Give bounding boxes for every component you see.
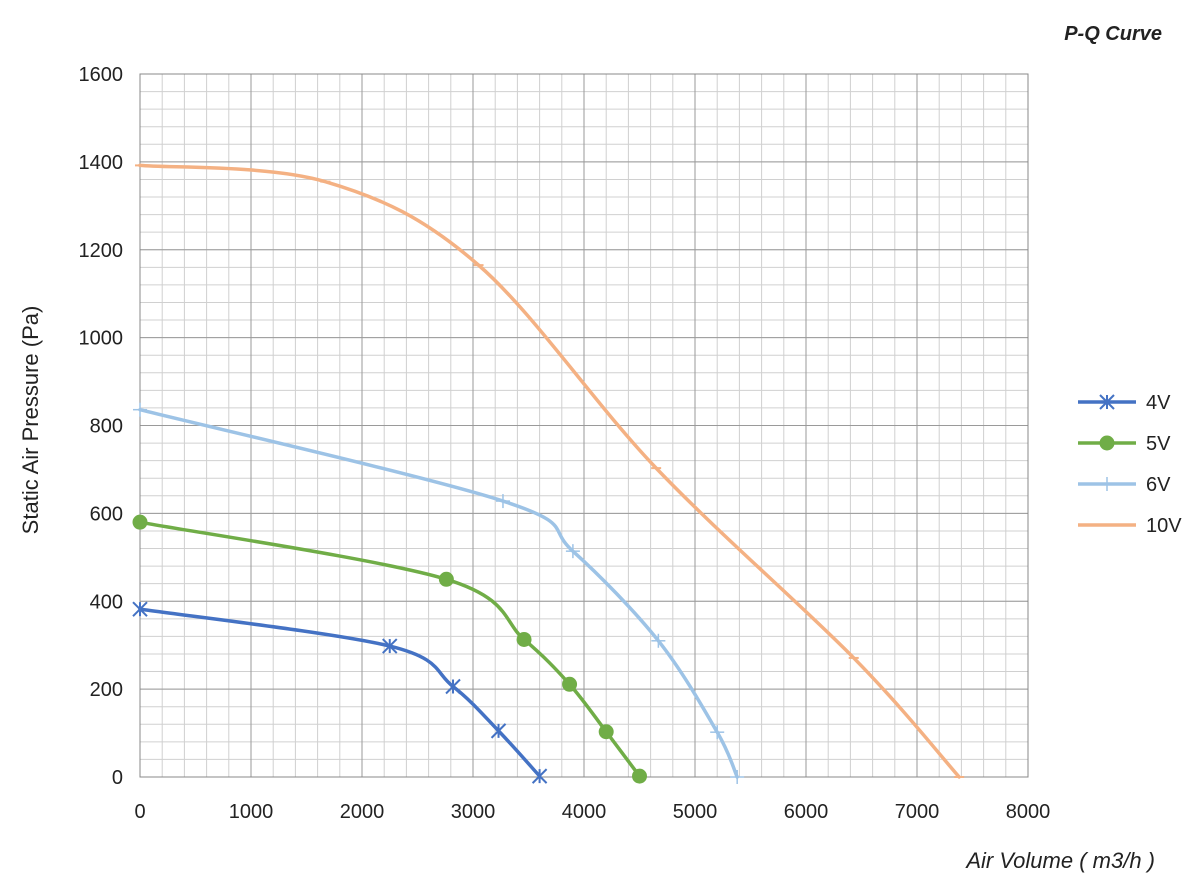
data-point xyxy=(132,514,148,530)
series-6v xyxy=(133,402,745,784)
x-axis-ticks: 0 1000 2000 3000 4000 5000 6000 7000 8000 xyxy=(134,801,1050,823)
data-point xyxy=(438,571,454,587)
legend-item-6v: 6V xyxy=(1078,474,1171,496)
data-point xyxy=(490,723,507,739)
data-point xyxy=(531,768,548,784)
y-tick-label: 800 xyxy=(90,416,123,438)
x-tick-label: 2000 xyxy=(340,801,385,823)
data-point xyxy=(598,724,614,740)
legend-item-4v: 4V xyxy=(1078,392,1171,414)
x-tick-label: 7000 xyxy=(895,801,940,823)
data-point xyxy=(651,633,666,648)
data-point xyxy=(565,544,580,559)
y-tick-label: 600 xyxy=(90,503,123,525)
chart-title: P-Q Curve xyxy=(1064,23,1162,45)
legend-label: 5V xyxy=(1146,433,1171,455)
data-point xyxy=(382,638,398,654)
y-axis-ticks: 0 200 400 600 800 1000 1200 1400 1600 xyxy=(79,64,124,789)
legend-item-10v: 10V xyxy=(1078,515,1182,537)
legend-label: 6V xyxy=(1146,474,1171,496)
data-point xyxy=(562,676,578,692)
x-tick-label: 4000 xyxy=(562,801,607,823)
data-point xyxy=(516,631,532,647)
y-tick-label: 1600 xyxy=(79,64,124,86)
y-tick-label: 1200 xyxy=(79,240,124,262)
x-tick-label: 1000 xyxy=(229,801,274,823)
y-tick-label: 400 xyxy=(90,591,123,613)
data-point xyxy=(710,725,725,740)
legend-label: 4V xyxy=(1146,392,1171,414)
legend-label: 10V xyxy=(1146,515,1182,537)
data-point xyxy=(133,402,147,417)
data-point xyxy=(132,601,148,617)
y-tick-label: 200 xyxy=(90,679,123,701)
plot-frame xyxy=(139,73,1029,778)
x-tick-label: 8000 xyxy=(1006,801,1051,823)
legend-item-5v: 5V xyxy=(1078,433,1171,455)
legend-marker xyxy=(1099,435,1115,451)
legend-marker xyxy=(1100,477,1114,491)
y-tick-label: 0 xyxy=(112,767,123,789)
legend: 4V 5V 6V 10V xyxy=(1078,392,1182,537)
y-tick-label: 1000 xyxy=(79,328,124,350)
x-axis-title: Air Volume ( m3/h ) xyxy=(964,848,1155,873)
legend-marker xyxy=(1099,394,1115,410)
series-10v xyxy=(135,163,965,779)
x-tick-label: 3000 xyxy=(451,801,496,823)
data-point xyxy=(730,770,745,784)
data-point xyxy=(445,678,461,695)
x-tick-label: 5000 xyxy=(673,801,718,823)
data-point xyxy=(632,768,647,784)
y-axis-title: Static Air Pressure (Pa) xyxy=(18,306,43,535)
x-tick-label: 0 xyxy=(134,801,145,823)
data-point xyxy=(495,494,510,509)
x-tick-label: 6000 xyxy=(784,801,829,823)
series-4v xyxy=(132,601,548,784)
series-layer xyxy=(132,163,965,784)
series-5v xyxy=(132,514,647,784)
y-tick-label: 1400 xyxy=(79,152,124,174)
